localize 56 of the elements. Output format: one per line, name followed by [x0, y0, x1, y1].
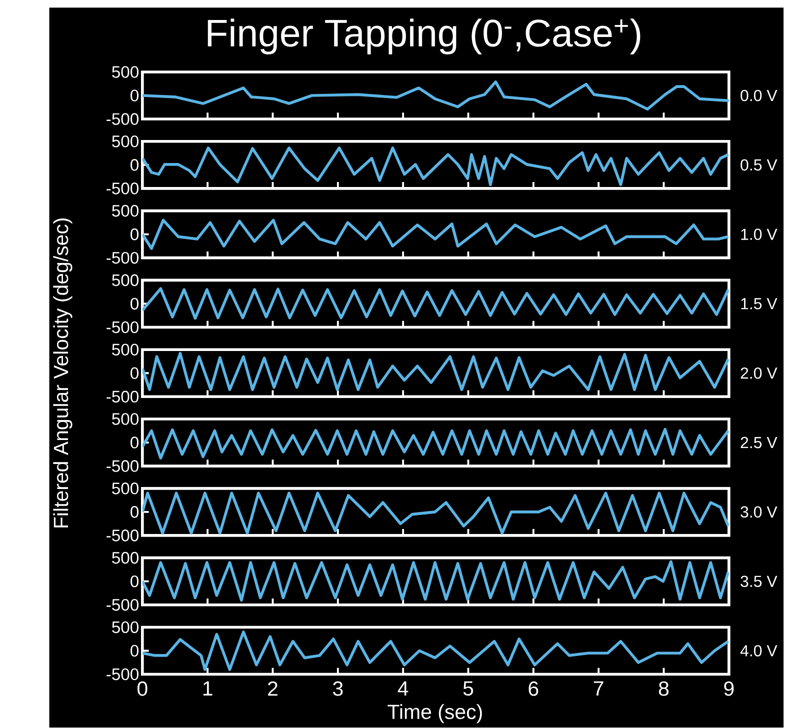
y-axis-title: Filtered Angular Velocity (deg/sec) [53, 218, 72, 528]
text: 1.5 V [741, 298, 778, 310]
text: 2.5 V [740, 437, 778, 448]
y-tick-label: 500 [112, 205, 139, 217]
y-tick-label: 0 [130, 90, 139, 102]
y-tick-label: -500 [106, 252, 139, 264]
chart-title: Finger Tapping (0$^{-}$,Case$^{+}$) [208, 18, 640, 55]
y-tick-label: -500 [106, 113, 139, 126]
x-tick-label: 7 [594, 682, 604, 696]
y-tick-label: 500 [112, 344, 139, 356]
y-tick-label: 500 [112, 622, 139, 634]
x-tick-label: 8 [658, 682, 669, 696]
y-tick-label: 500 [112, 552, 139, 564]
x-tick-label: 9 [724, 682, 734, 696]
y-tick-label: 0 [130, 576, 139, 588]
text: 1.0 V [741, 228, 778, 240]
y-tick-label: 500 [112, 274, 139, 286]
x-tick-label: 1 [203, 682, 212, 696]
line-series [142, 560, 729, 602]
line-series [142, 428, 729, 460]
x-tick-label: 2 [268, 682, 278, 696]
y-tick-label: -500 [106, 530, 139, 542]
text: 3.5 V [740, 576, 778, 588]
line-series [142, 146, 729, 186]
y-tick-label: 500 [112, 482, 139, 494]
line-series [142, 287, 729, 320]
x-tick-label: 3 [332, 682, 343, 696]
line-series [142, 352, 729, 392]
y-tick-label: 500 [112, 413, 139, 426]
text: 3.0 V [740, 506, 778, 518]
y-tick-label: 0 [130, 436, 139, 449]
text: 2.0 V [740, 368, 778, 379]
y-tick-label: 0 [130, 506, 139, 518]
text: 0.5 V [740, 159, 778, 171]
line-series [142, 80, 729, 111]
x-tick-label: 5 [463, 682, 474, 696]
y-tick-label: 500 [112, 66, 139, 78]
y-tick-label: 0 [130, 298, 139, 310]
line-series [142, 630, 729, 672]
x-tick-label: 6 [528, 682, 538, 696]
line-series [142, 218, 729, 250]
text: 0.0 V [740, 90, 778, 102]
y-tick-label: -500 [106, 668, 139, 680]
y-tick-label: -500 [106, 390, 139, 403]
y-tick-label: -500 [106, 460, 139, 472]
y-tick-label: 0 [130, 159, 139, 171]
y-tick-label: -500 [106, 599, 139, 611]
x-axis-title: Time (sec) [388, 704, 482, 724]
y-tick-label: -500 [106, 322, 139, 334]
y-tick-label: 500 [112, 136, 139, 148]
x-tick-label: 4 [398, 682, 408, 696]
text: 4.0 V [740, 645, 778, 657]
y-tick-label: -500 [106, 182, 139, 194]
y-tick-label: 0 [130, 645, 139, 657]
y-tick-label: 0 [130, 228, 139, 240]
y-tick-label: 0 [130, 367, 139, 380]
